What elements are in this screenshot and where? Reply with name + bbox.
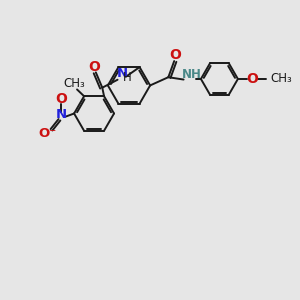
Text: H: H <box>123 71 131 84</box>
Text: CH₃: CH₃ <box>64 77 86 90</box>
Text: O: O <box>56 92 68 106</box>
Text: NH: NH <box>182 68 202 81</box>
Text: O: O <box>88 60 100 74</box>
Text: O⁻: O⁻ <box>38 127 56 140</box>
Text: O: O <box>247 72 259 86</box>
Text: O: O <box>169 49 181 62</box>
Text: CH₃: CH₃ <box>271 73 292 85</box>
Text: N: N <box>116 67 128 80</box>
Text: N: N <box>56 109 67 122</box>
